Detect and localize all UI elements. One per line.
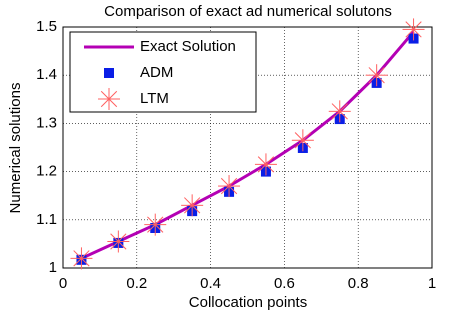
x-tick-label: 0.6 xyxy=(274,275,295,292)
legend-star xyxy=(98,88,120,110)
star-ray xyxy=(294,139,304,149)
star-ray xyxy=(100,98,110,108)
star-ray xyxy=(191,197,201,206)
x-tick-label: 0 xyxy=(59,275,67,292)
star-ray xyxy=(108,98,118,108)
star-ray xyxy=(184,197,193,206)
y-tick-label: 1.5 xyxy=(36,18,57,35)
star-ray xyxy=(376,67,385,76)
star-ray xyxy=(228,177,238,187)
star-ray xyxy=(368,67,378,76)
ltm-marker xyxy=(328,100,351,123)
exact-line xyxy=(80,30,415,260)
y-tick-label: 1.2 xyxy=(36,163,57,180)
x-tick-label: 0.4 xyxy=(200,275,221,292)
x-axis-label: Collocation points xyxy=(189,294,307,311)
legend-label: ADM xyxy=(140,64,173,81)
star-ray xyxy=(228,185,238,195)
star-ray xyxy=(110,241,119,250)
y-tick-label: 1.1 xyxy=(36,211,57,228)
x-tick-label: 0.2 xyxy=(126,275,147,292)
star-ray xyxy=(73,250,82,259)
star-ray xyxy=(154,224,164,233)
star-ray xyxy=(117,241,127,250)
star-ray xyxy=(110,233,119,242)
star-ray xyxy=(302,132,311,141)
star-ray xyxy=(405,29,414,38)
star-ray xyxy=(413,29,422,38)
star-ray xyxy=(339,110,348,120)
ltm-marker xyxy=(107,230,130,253)
star-ray xyxy=(73,258,82,267)
star-ray xyxy=(220,185,230,195)
star-ray xyxy=(331,110,341,120)
star-ray xyxy=(405,21,414,30)
legend-label: Exact Solution xyxy=(140,38,236,55)
star-ray xyxy=(302,139,311,149)
y-tick-label: 1 xyxy=(49,259,57,276)
star-ray xyxy=(265,164,275,173)
star-ray xyxy=(184,204,193,214)
y-axis-label: Numerical solutions xyxy=(7,83,24,214)
star-ray xyxy=(81,250,90,259)
star-ray xyxy=(339,103,348,112)
star-ray xyxy=(154,216,164,225)
y-tick-label: 1.3 xyxy=(36,114,57,131)
star-ray xyxy=(331,103,341,112)
star-ray xyxy=(220,177,230,187)
star-ray xyxy=(376,74,385,84)
star-ray xyxy=(265,156,275,165)
star-ray xyxy=(191,204,201,214)
star-ray xyxy=(368,74,378,84)
star-ray xyxy=(147,216,156,225)
x-tick-label: 1 xyxy=(428,275,436,292)
star-ray xyxy=(294,132,304,141)
star-ray xyxy=(81,258,90,267)
star-ray xyxy=(413,21,422,30)
x-tick-label: 0.8 xyxy=(348,275,369,292)
ltm-marker xyxy=(144,213,167,236)
star-ray xyxy=(147,224,156,233)
ltm-marker xyxy=(181,194,204,217)
ltm-marker xyxy=(70,247,93,270)
y-tick-label: 1.4 xyxy=(36,66,57,83)
ltm-marker xyxy=(218,175,241,198)
star-ray xyxy=(117,233,127,242)
ltm-marker xyxy=(402,18,425,41)
star-ray xyxy=(257,164,267,173)
star-ray xyxy=(257,156,267,165)
ltm-marker xyxy=(254,153,277,176)
ltm-marker xyxy=(291,129,314,152)
legend-square xyxy=(104,68,114,78)
star-ray xyxy=(108,90,118,100)
star-ray xyxy=(100,90,110,100)
legend-label: LTM xyxy=(140,90,169,107)
chart-title: Comparison of exact ad numerical soluton… xyxy=(104,3,392,20)
ltm-marker xyxy=(365,64,388,87)
